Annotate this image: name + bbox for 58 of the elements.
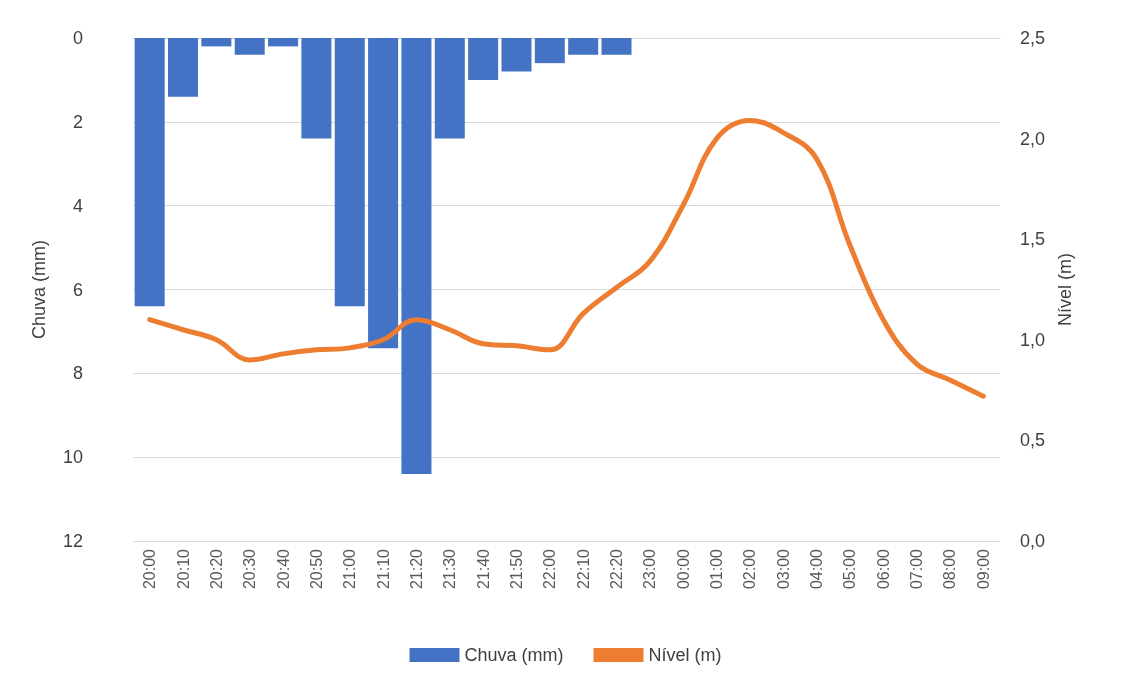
bar xyxy=(334,38,365,307)
x-tick-label: 21:40 xyxy=(474,548,492,590)
x-tick-label: 20:30 xyxy=(241,548,259,590)
x-tick-label: 20:40 xyxy=(274,548,292,590)
x-tick-label: 03:00 xyxy=(774,548,792,590)
y-tick-label: 4 xyxy=(72,195,83,216)
x-tick-label: 07:00 xyxy=(908,548,926,590)
y-tick-label: 10 xyxy=(62,447,83,468)
x-tick-label: 20:20 xyxy=(207,548,225,590)
bar xyxy=(534,38,565,64)
x-tick-label: 21:20 xyxy=(407,548,425,590)
bar xyxy=(568,38,599,55)
x-tick-label: 04:00 xyxy=(808,548,826,590)
x-tick-label: 21:30 xyxy=(441,548,459,590)
bar xyxy=(134,38,165,307)
x-tick-label: 20:50 xyxy=(307,548,325,590)
bar xyxy=(434,38,465,139)
x-tick-label: 09:00 xyxy=(974,548,992,590)
x-tick-label: 21:50 xyxy=(507,548,525,590)
y2-tick-label: 0,0 xyxy=(1020,531,1046,551)
bar xyxy=(368,38,399,349)
y2-axis-title: Nível (m) xyxy=(1054,253,1075,326)
y2-tick-label: 2,5 xyxy=(1020,28,1046,48)
x-tick-label: 22:10 xyxy=(574,548,592,590)
bar xyxy=(468,38,499,80)
x-tick-label: 20:00 xyxy=(141,548,159,590)
x-tick-label: 08:00 xyxy=(941,548,959,590)
y-tick-label: 2 xyxy=(72,111,83,132)
y-tick-label: 6 xyxy=(72,279,83,300)
x-tick-label: 21:10 xyxy=(374,548,392,590)
y-tick-label: 0 xyxy=(72,28,83,48)
y-tick-label: 12 xyxy=(62,531,83,551)
bar xyxy=(168,38,199,97)
bar xyxy=(601,38,632,55)
x-tick-label: 01:00 xyxy=(708,548,726,590)
bar xyxy=(201,38,232,47)
bar xyxy=(234,38,265,55)
x-tick-label: 20:10 xyxy=(174,548,192,590)
bar xyxy=(401,38,432,474)
x-tick-label: 22:00 xyxy=(541,548,559,590)
bar xyxy=(301,38,332,139)
y-tick-label: 8 xyxy=(72,363,83,384)
x-tick-label: 05:00 xyxy=(841,548,859,590)
x-tick-label: 06:00 xyxy=(874,548,892,590)
y2-tick-label: 1,5 xyxy=(1020,229,1046,250)
legend-label: Chuva (mm) xyxy=(464,645,564,665)
y-axis-title: Chuva (mm) xyxy=(29,239,49,340)
y2-tick-label: 1,0 xyxy=(1020,329,1046,350)
x-tick-label: 21:00 xyxy=(341,548,359,590)
legend-label: Nível (m) xyxy=(648,645,722,665)
y2-tick-label: 0,5 xyxy=(1020,430,1046,451)
x-tick-label: 23:00 xyxy=(641,548,659,590)
x-tick-label: 00:00 xyxy=(674,548,692,590)
bar xyxy=(268,38,299,47)
x-tick-label: 02:00 xyxy=(741,548,759,590)
bar xyxy=(501,38,532,72)
x-tick-label: 22:20 xyxy=(608,548,626,590)
y2-tick-label: 2,0 xyxy=(1020,128,1046,149)
